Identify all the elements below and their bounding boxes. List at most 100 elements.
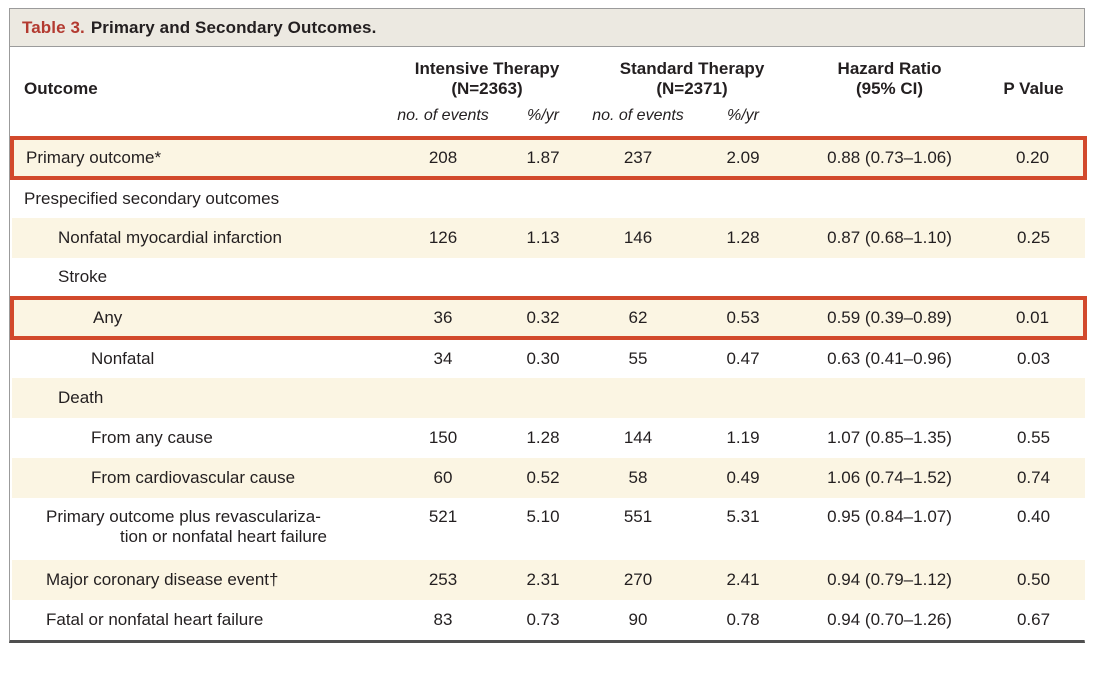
- p-value-cell: 0.50: [982, 559, 1086, 600]
- table-row: From any cause 150 1.28 144 1.19 1.07 (0.85–1…: [12, 417, 1086, 458]
- outcome-cell: Prespecified secondary outcomes: [12, 177, 387, 218]
- column-header-p-value: P Value: [982, 47, 1086, 102]
- rate-standard-cell: [689, 257, 798, 298]
- rate-intensive-cell: [499, 177, 587, 218]
- hazard-ratio-cell: 0.63 (0.41–0.96): [797, 337, 983, 378]
- subheader-standard-rate: %/yr: [689, 101, 798, 138]
- events-intensive-cell: [387, 377, 499, 418]
- outcome-cell: Any: [10, 295, 387, 340]
- rate-standard-cell: 0.53: [689, 295, 798, 340]
- rate-intensive-cell: 1.87: [499, 135, 587, 180]
- events-standard-cell: [587, 177, 689, 218]
- outcome-cell: Nonfatal: [12, 337, 387, 378]
- rate-intensive-cell: 1.13: [499, 217, 587, 258]
- column-header-hazard-ratio: Hazard Ratio (95% CI): [797, 47, 983, 102]
- events-intensive-cell: 60: [387, 457, 499, 498]
- hazard-ratio-cell: 0.94 (0.79–1.12): [797, 559, 983, 600]
- outcome-label: Nonfatal myocardial infarction: [58, 227, 282, 247]
- outcome-label: Fatal or nonfatal heart failure: [46, 609, 264, 629]
- outcome-cell: From any cause: [12, 417, 387, 458]
- subheader-standard-events: no. of events: [587, 101, 689, 138]
- outcome-cell: Nonfatal myocardial infarction: [12, 217, 387, 258]
- rate-standard-cell: 0.49: [689, 457, 798, 498]
- outcome-label: From cardiovascular cause: [91, 467, 296, 487]
- events-intensive-cell: 208: [387, 135, 499, 180]
- events-standard-cell: 62: [587, 295, 689, 340]
- events-standard-cell: 144: [587, 417, 689, 458]
- hazard-ratio-cell: 0.94 (0.70–1.26): [797, 599, 983, 640]
- p-value-cell: 0.20: [982, 135, 1088, 180]
- rate-standard-cell: 1.19: [689, 417, 798, 458]
- rate-standard-cell: [689, 377, 798, 418]
- rate-intensive-cell: 0.30: [499, 337, 587, 378]
- hazard-ratio-cell: 1.06 (0.74–1.52): [797, 457, 983, 498]
- events-standard-cell: 58: [587, 457, 689, 498]
- events-intensive-cell: [387, 177, 499, 218]
- subheader-empty: [797, 101, 983, 138]
- events-intensive-cell: [387, 257, 499, 298]
- outcome-label: Major coronary disease event†: [46, 569, 279, 589]
- rate-standard-cell: 1.28: [689, 217, 798, 258]
- table-caption: Primary and Secondary Outcomes.: [90, 18, 377, 37]
- outcome-label: Any: [93, 307, 123, 327]
- hazard-ratio-cell: [797, 257, 983, 298]
- outcome-label: Primary outcome plus revasculariza-: [46, 506, 321, 526]
- hazard-ratio-cell: [797, 177, 983, 218]
- outcome-label: Nonfatal: [91, 348, 155, 368]
- rate-standard-cell: [689, 177, 798, 218]
- table-body: Primary outcome* 208 1.87 237 2.09 0.88 (0.73…: [10, 135, 1088, 640]
- column-header-outcome: Outcome: [12, 47, 387, 102]
- events-intensive-cell: 34: [387, 337, 499, 378]
- outcome-cell: Primary outcome*: [10, 135, 387, 180]
- outcome-cell: Primary outcome plus revasculariza-tion …: [12, 497, 387, 560]
- p-value-cell: 0.40: [982, 497, 1086, 560]
- column-header-standard-therapy: Standard Therapy (N=2371): [587, 47, 798, 102]
- column-header-intensive-therapy: Intensive Therapy (N=2363): [387, 47, 587, 102]
- table-row: Nonfatal myocardial infarction 126 1.13 146…: [12, 217, 1086, 258]
- events-standard-cell: 146: [587, 217, 689, 258]
- highlighted-row: Any 36 0.32 62 0.53 0.59 (0.39–0.89) 0.01: [10, 295, 1088, 340]
- p-value-cell: 0.74: [982, 457, 1086, 498]
- outcome-cell: From cardiovascular cause: [12, 457, 387, 498]
- table-row: Prespecified secondary outcomes: [12, 177, 1086, 218]
- outcome-cell: Fatal or nonfatal heart failure: [12, 599, 387, 640]
- events-intensive-cell: 521: [387, 497, 499, 560]
- rate-intensive-cell: [499, 257, 587, 298]
- events-intensive-cell: 83: [387, 599, 499, 640]
- header-group-row: Outcome Intensive Therapy (N=2363) Stand…: [12, 47, 1086, 102]
- rate-standard-cell: 5.31: [689, 497, 798, 560]
- events-intensive-cell: 36: [387, 295, 499, 340]
- events-standard-cell: 237: [587, 135, 689, 180]
- rate-intensive-cell: [499, 377, 587, 418]
- rate-standard-cell: 0.47: [689, 337, 798, 378]
- subheader-intensive-rate: %/yr: [499, 101, 587, 138]
- outcome-cell: Death: [12, 377, 387, 418]
- p-value-cell: 0.55: [982, 417, 1086, 458]
- outcome-cell: Stroke: [12, 257, 387, 298]
- table-row: Fatal or nonfatal heart failure 83 0.73 90 0…: [12, 599, 1086, 640]
- rate-standard-cell: 2.41: [689, 559, 798, 600]
- events-intensive-cell: 150: [387, 417, 499, 458]
- subheader-intensive-events: no. of events: [387, 101, 499, 138]
- table-row: Death: [12, 377, 1086, 418]
- outcome-label: Prespecified secondary outcomes: [24, 188, 280, 208]
- rate-intensive-cell: 1.28: [499, 417, 587, 458]
- outcome-label: Stroke: [58, 266, 108, 286]
- outcome-label-continuation: tion or nonfatal heart failure: [120, 526, 327, 546]
- table-row: From cardiovascular cause 60 0.52 58 0.49 1.0…: [12, 457, 1086, 498]
- p-value-cell: [982, 377, 1086, 418]
- events-intensive-cell: 126: [387, 217, 499, 258]
- events-standard-cell: 551: [587, 497, 689, 560]
- hazard-ratio-cell: 0.95 (0.84–1.07): [797, 497, 983, 560]
- outcome-label: Death: [58, 387, 104, 407]
- hazard-ratio-cell: 0.87 (0.68–1.10): [797, 217, 983, 258]
- events-standard-cell: 55: [587, 337, 689, 378]
- table-number: Table 3.: [22, 18, 85, 37]
- p-value-cell: [982, 257, 1086, 298]
- table-row: Nonfatal 34 0.30 55 0.47 0.63 (0.41–0.96) 0.03: [12, 337, 1086, 378]
- subheader-empty: [982, 101, 1086, 138]
- events-standard-cell: [587, 377, 689, 418]
- table-header: Outcome Intensive Therapy (N=2363) Stand…: [12, 47, 1086, 138]
- p-value-cell: 0.67: [982, 599, 1086, 640]
- events-standard-cell: 270: [587, 559, 689, 600]
